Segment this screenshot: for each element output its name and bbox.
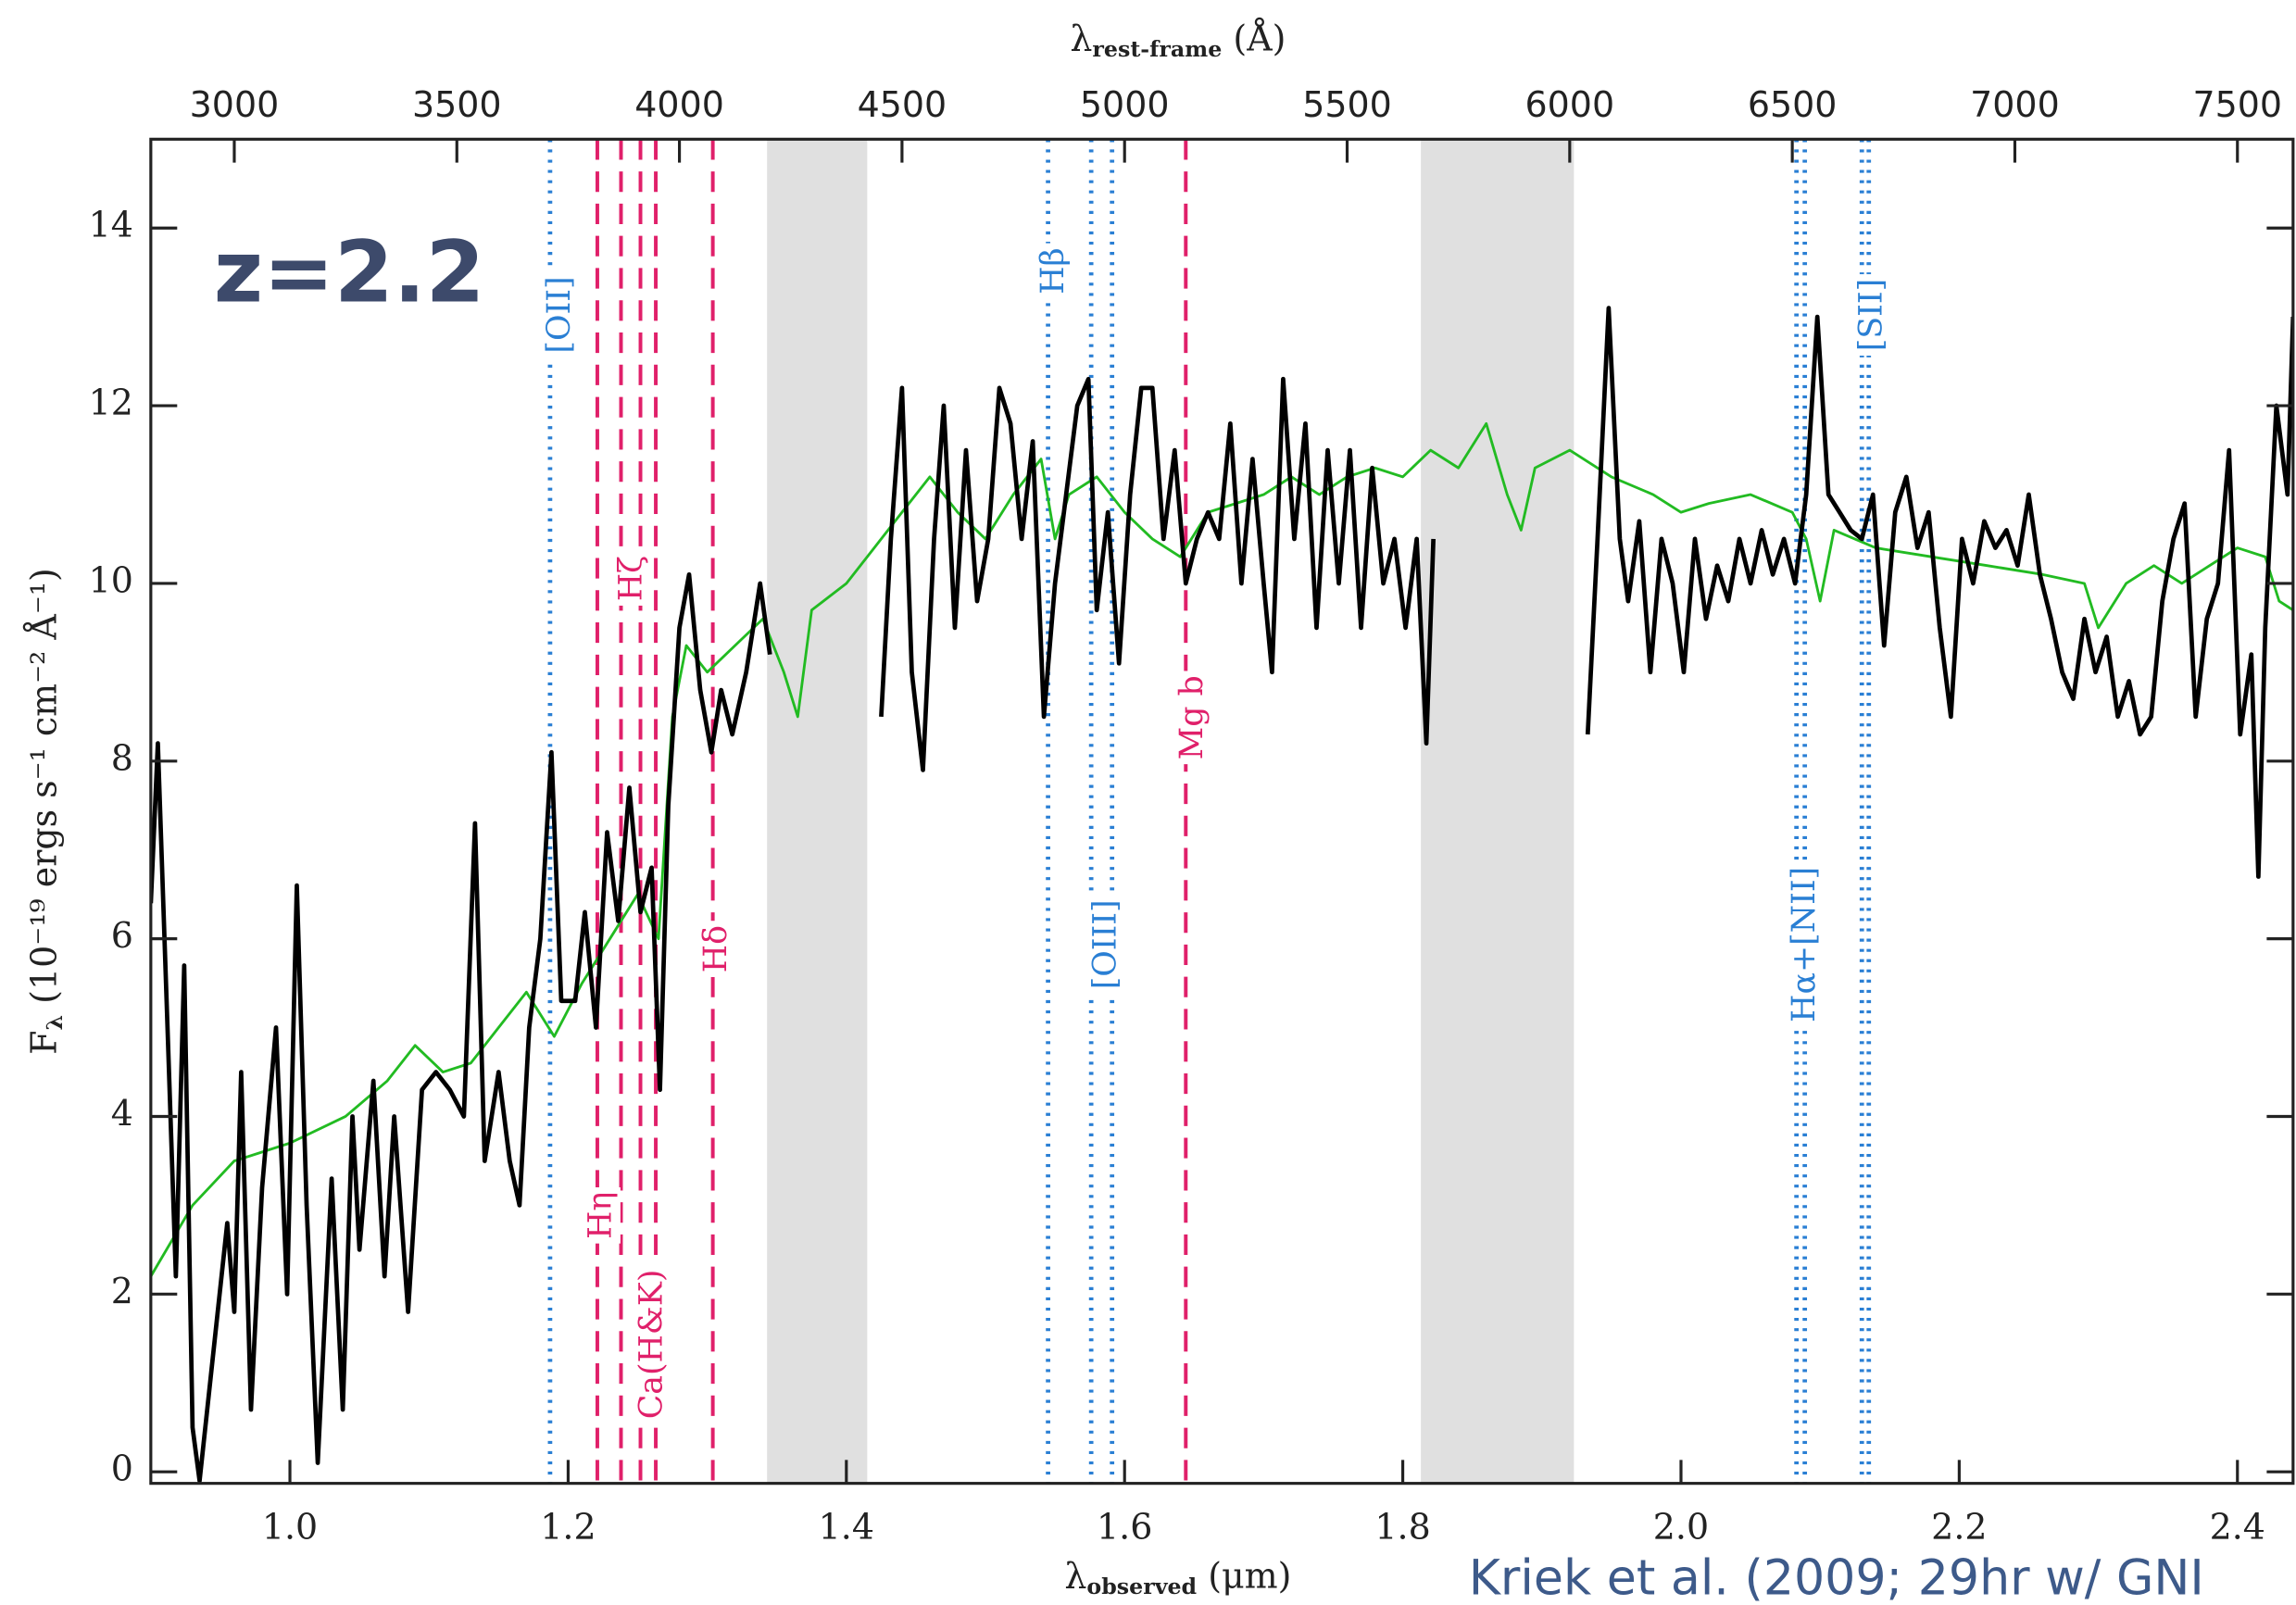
x-axis-label-subscript: observed: [1086, 1573, 1197, 1599]
feature-label-group: Hα+[NII]: [1784, 862, 1825, 1027]
x2-tick-label: 5500: [1302, 84, 1392, 125]
x-tick-label: 1.0: [262, 1507, 318, 1548]
feature-label-bg: [1851, 274, 1892, 356]
feature-label-bg: [610, 551, 652, 606]
x2-axis-label-unit: (Å): [1222, 18, 1286, 58]
feature-label-group: Hζ: [610, 551, 652, 606]
feature-label-bg: [1033, 243, 1073, 299]
x-tick-label: 1.2: [540, 1507, 596, 1548]
feature-label-bg: [539, 271, 580, 358]
feature-label: Hζ: [612, 556, 649, 601]
y-tick-label: 10: [89, 559, 133, 600]
x2-tick-label: 6000: [1525, 84, 1615, 125]
feature-label: [OII]: [541, 276, 578, 353]
citation: Kriek et al. (2009; 29hr w/ GNI: [1469, 1551, 2204, 1605]
x2-tick-label: 7000: [1970, 84, 2060, 125]
feature-label-group: Hδ: [696, 921, 736, 977]
feature-label-bg: [1085, 895, 1126, 995]
feature-label: [OIII]: [1087, 899, 1124, 989]
x-tick-label: 2.0: [1653, 1507, 1709, 1548]
feature-label-group: Hβ: [1033, 243, 1073, 299]
feature-label: Hα+[NII]: [1786, 867, 1823, 1022]
x-tick-label: 1.8: [1374, 1507, 1430, 1548]
y-axis-label-symbol: F: [23, 1031, 64, 1055]
plot-area: [150, 139, 2293, 1484]
x2-tick-label: 3500: [412, 84, 502, 125]
x2-axis-label-symbol: λ: [1070, 18, 1092, 58]
y-tick-label: 4: [111, 1093, 133, 1134]
y-tick-label: 2: [111, 1271, 133, 1311]
x2-axis-label-subscript: rest-frame: [1092, 35, 1222, 61]
x2-axis-label: λrest-frame (Å): [1070, 18, 1286, 61]
x-tick-label: 2.4: [2210, 1507, 2265, 1548]
x2-tick-label: 7500: [2192, 84, 2282, 125]
x-tick-label: 1.4: [819, 1507, 874, 1548]
x-axis-label: λobserved (μm): [1064, 1555, 1291, 1599]
feature-label: Mg b: [1173, 675, 1211, 759]
feature-label-bg: [1784, 862, 1825, 1027]
x2-tick-label: 6500: [1748, 84, 1838, 125]
x2-tick-label: 4000: [634, 84, 724, 125]
telluric-band: [767, 139, 868, 1484]
spectrum-line: [150, 306, 2293, 1484]
y-tick-label: 14: [89, 205, 133, 245]
telluric-band: [1421, 139, 1575, 1484]
feature-label-group: Mg b: [1172, 671, 1212, 765]
feature-label: Ca(H&K): [634, 1270, 671, 1420]
feature-label-bg: [1172, 671, 1212, 765]
y-axis-label-subscript: λ: [42, 1015, 68, 1031]
feature-label-bg: [632, 1264, 672, 1424]
x2-tick-label: 4500: [858, 84, 947, 125]
y-axis-label-unit: (10⁻¹⁹ ergs s⁻¹ cm⁻² Å⁻¹): [23, 568, 64, 1015]
plot-frame: [149, 137, 2295, 1486]
feature-label-bg: [696, 921, 736, 977]
x-tick-label: 2.2: [1931, 1507, 1987, 1548]
feature-label-group: [OIII]: [1085, 895, 1126, 995]
x-tick-label: 1.6: [1097, 1507, 1152, 1548]
redshift-annotation: z=2.2: [214, 222, 485, 321]
feature-label: Hβ: [1035, 247, 1072, 294]
feature-label-group: Ca(H&K): [632, 1264, 672, 1424]
y-tick-label: 8: [111, 737, 133, 778]
spectrum-line: [150, 421, 2293, 1277]
feature-label: Hδ: [697, 925, 734, 972]
feature-label-group: Hη: [580, 1187, 621, 1244]
feature-label: Hη: [582, 1192, 619, 1239]
y-tick-label: 0: [111, 1448, 133, 1489]
feature-label-group: [SII]: [1851, 274, 1892, 356]
y-axis-label: Fλ (10⁻¹⁹ ergs s⁻¹ cm⁻² Å⁻¹): [23, 568, 67, 1055]
feature-label-bg: [580, 1187, 621, 1244]
x-axis-label-symbol: λ: [1064, 1555, 1086, 1596]
x2-tick-label: 3000: [190, 84, 280, 125]
y-tick-label: 12: [89, 382, 133, 423]
feature-label-group: [OII]: [539, 271, 580, 358]
x2-tick-label: 5000: [1080, 84, 1170, 125]
y-tick-label: 6: [111, 915, 133, 956]
x-axis-label-unit: (μm): [1197, 1555, 1291, 1596]
feature-label: [SII]: [1853, 279, 1890, 351]
